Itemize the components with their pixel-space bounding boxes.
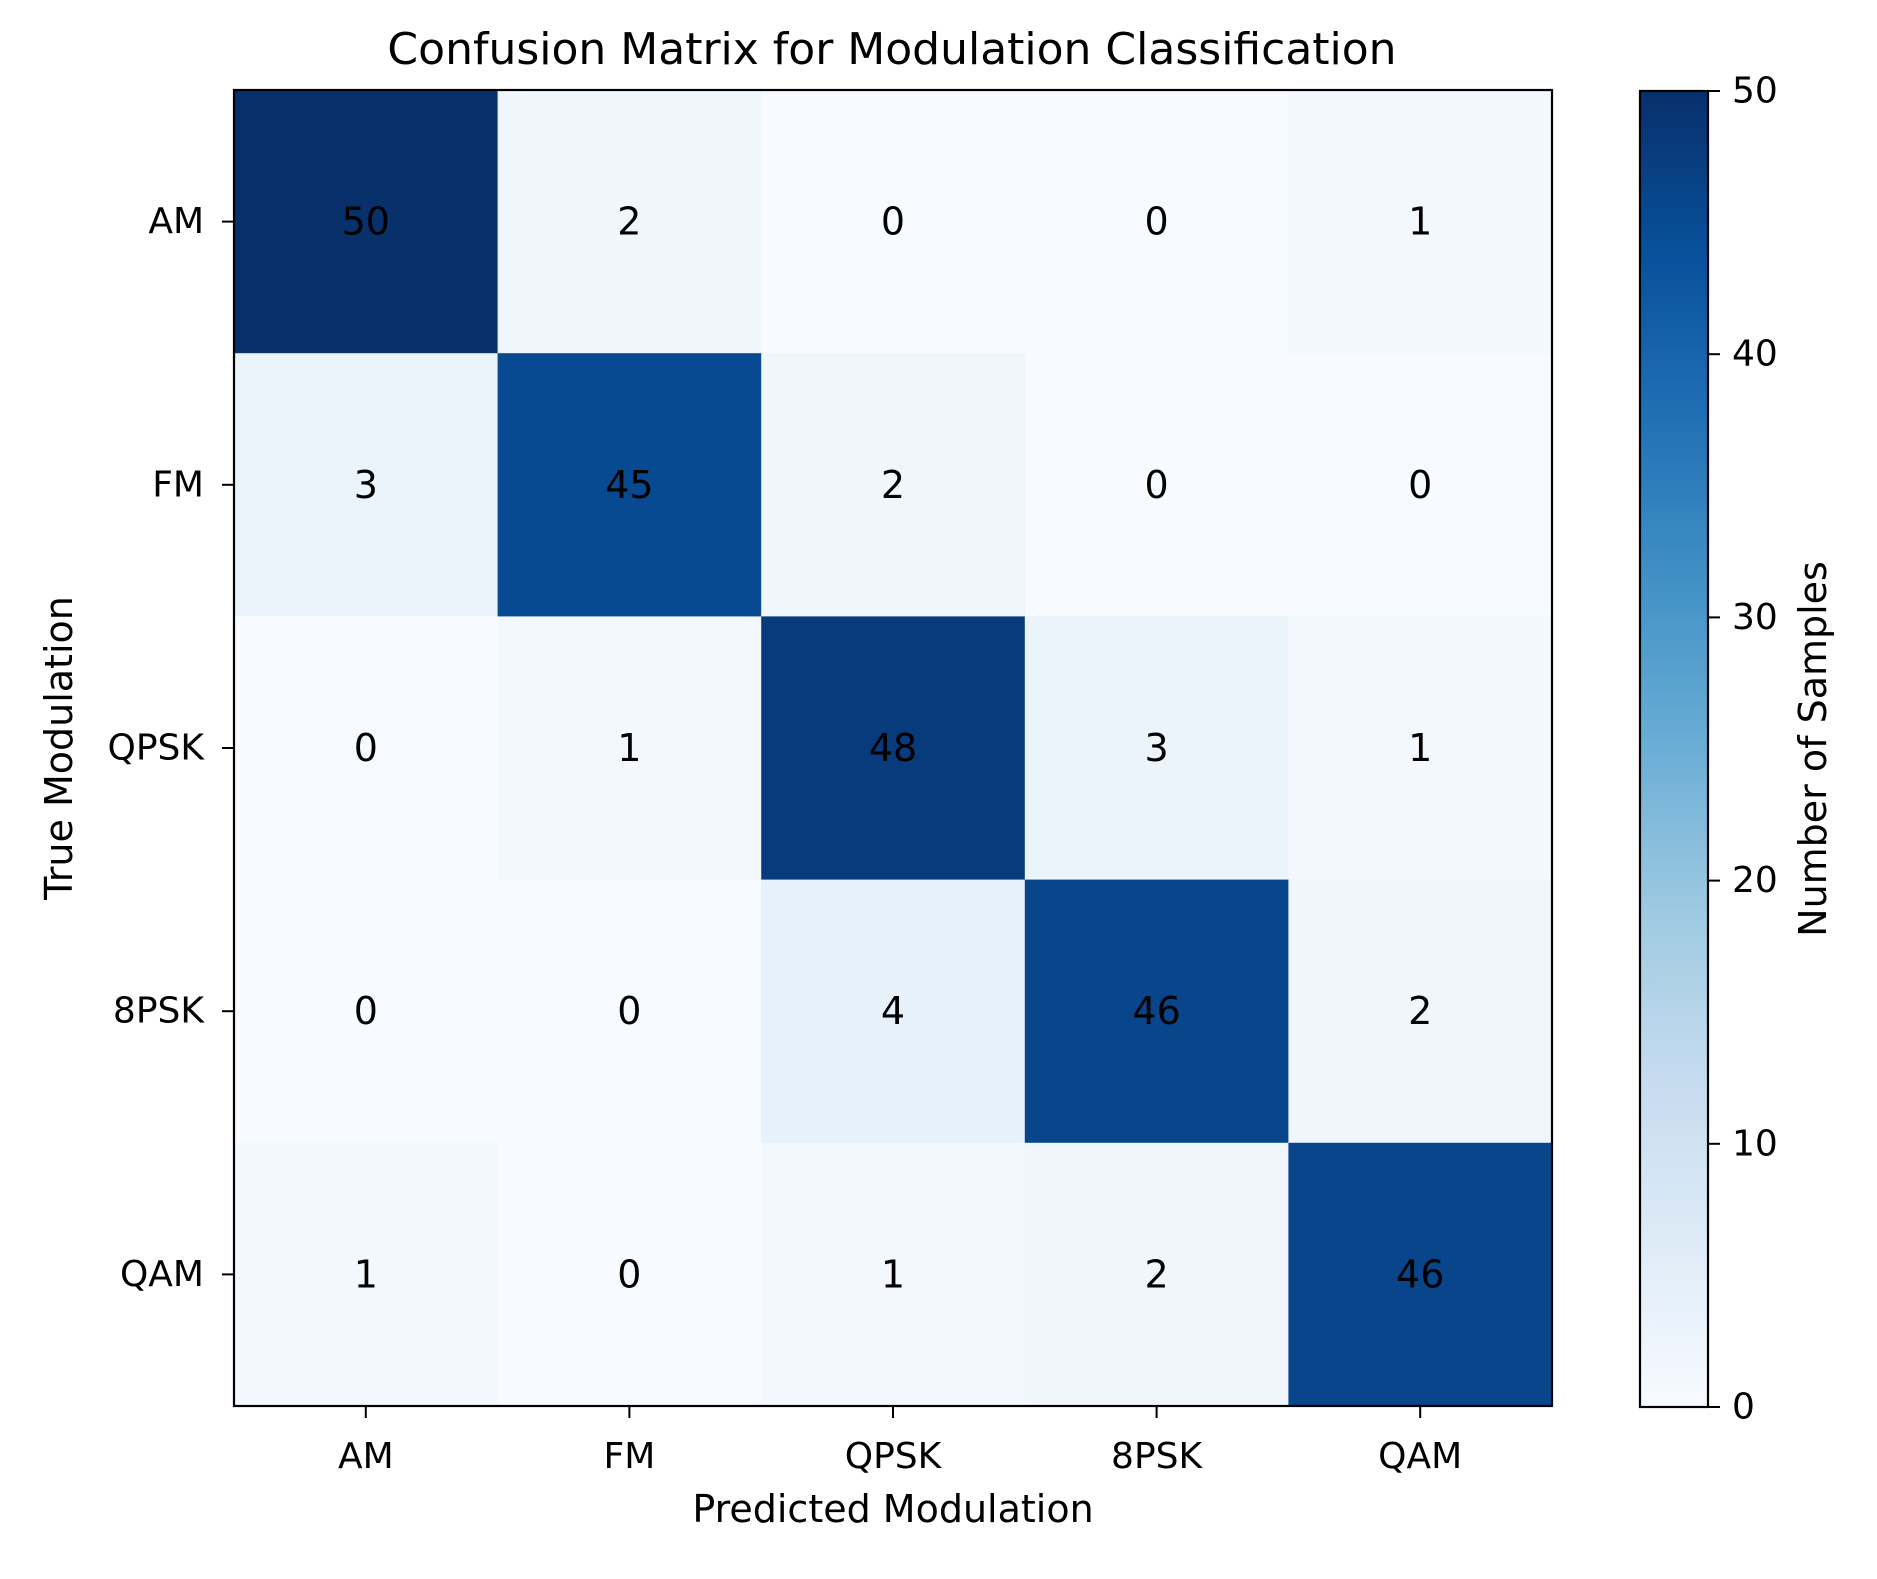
heatmap-cell-8PSK-QAM [1288,879,1553,1144]
cell-value-label: 4 [881,989,905,1033]
colorbar-tick-label: 0 [1732,1387,1755,1428]
cell-value-label: 46 [1396,1252,1444,1296]
heatmap-cell-AM-8PSK [1024,90,1289,354]
heatmap-cell-QPSK-QAM [1288,616,1553,881]
cell-value-label: 0 [1145,200,1169,244]
heatmap-cell-QPSK-AM [234,616,499,881]
heatmap-cell-8PSK-AM [234,879,499,1144]
heatmap-cell-AM-AM [234,90,499,354]
cell-value-label: 50 [342,200,390,244]
colorbar-tick-label: 40 [1732,334,1778,375]
cell-value-label: 3 [1145,726,1169,770]
y-tick-label: FM [152,464,204,505]
heatmap-cell-QAM-QPSK [761,1142,1026,1407]
x-tick-label: 8PSK [1111,1436,1203,1477]
heatmap-cell-AM-QPSK [761,90,1026,354]
heatmap-cell-QAM-AM [234,1142,499,1407]
heatmap-cell-FM-8PSK [1024,353,1289,617]
y-tick-label: QAM [120,1254,204,1295]
heatmap-cell-AM-QAM [1288,90,1553,354]
cell-value-label: 0 [354,726,378,770]
x-tick-label: QAM [1378,1436,1462,1477]
y-axis-ticks: AM FM QPSK 8PSK QAM [107,201,234,1295]
cell-value-label: 0 [354,989,378,1033]
cell-value-label: 1 [881,1252,905,1296]
cell-value-label: 45 [605,463,653,507]
cell-value-label: 1 [1408,200,1432,244]
heatmap-cell-QAM-QAM [1288,1142,1553,1407]
colorbar-tick-label: 10 [1732,1123,1778,1164]
x-axis-ticks: AM FM QPSK 8PSK QAM [338,1406,1462,1477]
heatmap-cells [234,90,1553,1407]
heatmap-cell-QAM-FM [497,1142,762,1407]
cell-value-label: 2 [881,463,905,507]
heatmap-cell-QPSK-8PSK [1024,616,1289,881]
colorbar [1638,89,1710,1409]
y-tick-label: QPSK [107,728,205,769]
heatmap-cell-QAM-8PSK [1024,1142,1289,1407]
colorbar-label: Number of Samples [1791,561,1835,937]
cell-value-label: 2 [617,200,641,244]
cell-value-label: 3 [354,463,378,507]
cell-value-label: 0 [881,200,905,244]
heatmap-cell-QPSK-FM [497,616,762,881]
x-tick-label: QPSK [845,1436,943,1477]
cell-value-label: 1 [617,726,641,770]
cell-value-label: 0 [1408,463,1432,507]
chart-title: Confusion Matrix for Modulation Classifi… [387,24,1396,75]
heatmap-cell-labels: 50 2 0 0 1 3 45 2 0 0 0 1 48 3 1 0 0 4 46 2 1 0 1 2 46 [342,200,1445,1297]
cell-value-label: 46 [1132,989,1180,1033]
heatmap-cell-FM-QAM [1288,353,1553,617]
heatmap-cell-FM-AM [234,353,499,617]
colorbar-tick-label: 20 [1732,860,1778,901]
heatmap-cell-AM-FM [497,90,762,354]
heatmap-cell-8PSK-FM [497,879,762,1144]
x-axis-label: Predicted Modulation [692,1487,1093,1531]
heatmap-cell-QPSK-QPSK [761,616,1026,881]
heatmap-cell-8PSK-8PSK [1024,879,1289,1144]
cell-value-label: 2 [1145,1252,1169,1296]
cell-value-label: 2 [1408,989,1432,1033]
cell-value-label: 0 [1145,463,1169,507]
y-axis-label: True Modulation [37,596,81,901]
colorbar-tick-label: 30 [1732,597,1778,638]
cell-value-label: 48 [869,726,917,770]
heatmap-cell-FM-QPSK [761,353,1026,617]
y-tick-label: AM [148,201,204,242]
cell-value-label: 0 [617,1252,641,1296]
y-tick-label: 8PSK [113,991,205,1032]
heatmap-cell-8PSK-QPSK [761,879,1026,1144]
cell-value-label: 1 [354,1252,378,1296]
cell-value-label: 1 [1408,726,1432,770]
x-tick-label: FM [604,1436,656,1477]
cell-value-label: 0 [617,989,641,1033]
x-tick-label: AM [338,1436,394,1477]
colorbar-tick-label: 50 [1732,71,1778,112]
colorbar-ticks: 0 10 20 30 40 50 [1708,71,1778,1428]
heatmap-cell-FM-FM [497,353,762,617]
